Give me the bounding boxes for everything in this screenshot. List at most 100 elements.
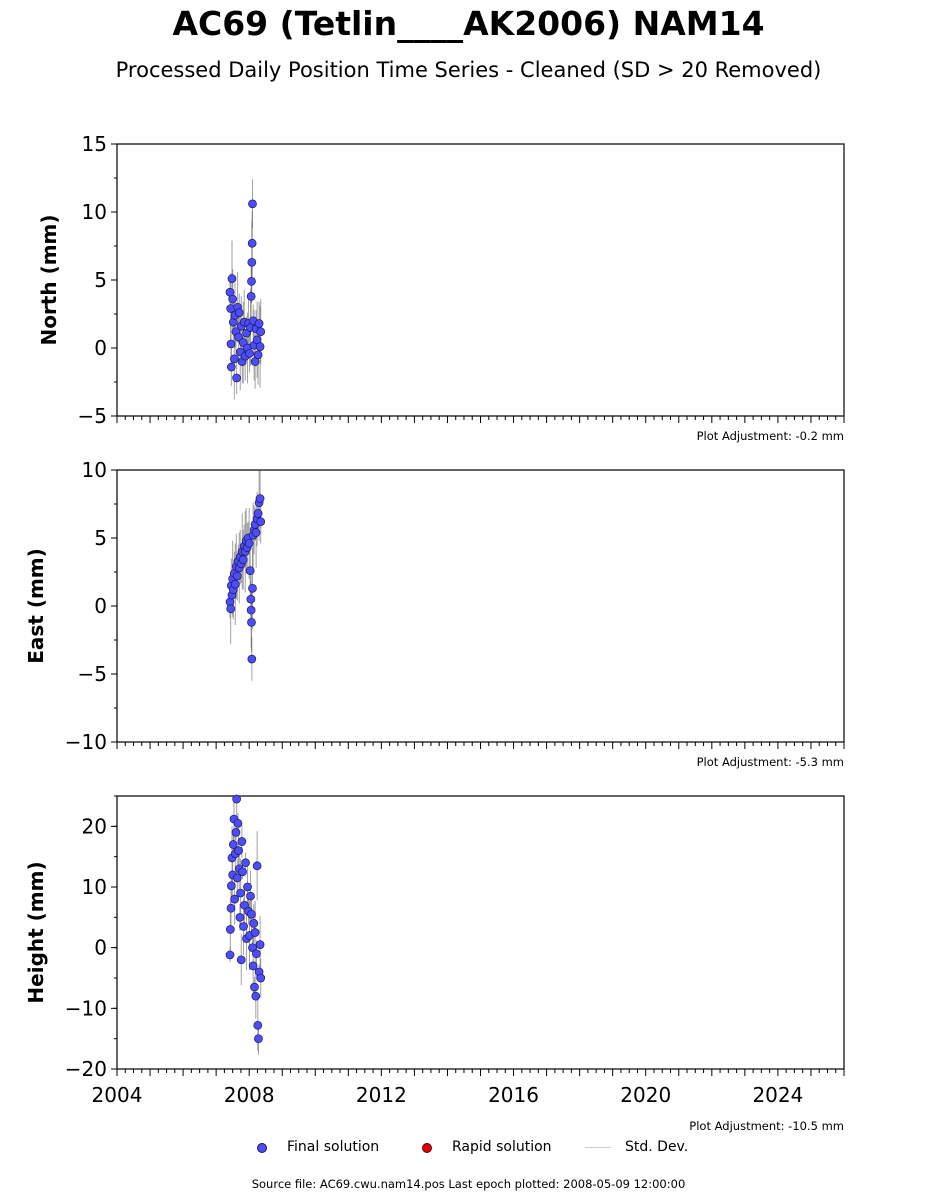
north-y-tick-label: 0 (94, 336, 107, 360)
north-data-point (232, 373, 241, 383)
east-data-point (230, 579, 240, 589)
height-x-tick-label: 2012 (356, 1083, 407, 1107)
height-x-tick-label: 2020 (620, 1083, 671, 1107)
height-data-point (235, 912, 245, 922)
height-data-point (250, 982, 259, 992)
height-data-point (236, 888, 245, 898)
height-x-tick-label: 2004 (92, 1083, 143, 1107)
north-data-point (245, 349, 254, 358)
north-data-point (228, 294, 238, 304)
north-data-point (247, 277, 256, 286)
height-data-point (254, 1034, 263, 1044)
height-axes-frame (116, 795, 845, 1070)
east-data-point (246, 594, 256, 604)
height-x-tick-label: 2024 (752, 1083, 803, 1107)
north-data-point (227, 274, 237, 283)
height-data-point (225, 925, 235, 934)
height-data-point (253, 1020, 263, 1030)
chart-subtitle: Processed Daily Position Time Series - C… (115, 58, 822, 82)
std-dev-line-icon (585, 1147, 611, 1148)
height-data-point (252, 949, 261, 959)
east-data-point (238, 555, 248, 565)
east-data-point (247, 654, 257, 664)
height-data-point (251, 991, 261, 1001)
legend-final-label: Final solution (287, 1139, 380, 1155)
height-data-point (256, 973, 266, 983)
height-data-point (230, 894, 239, 904)
height-data-point (234, 846, 243, 855)
east-data-point (226, 604, 236, 614)
north-data-point (226, 362, 236, 372)
height-y-tick-label: 10 (82, 875, 107, 899)
height-data-point (238, 867, 247, 877)
height-plot-adjustment: Plot Adjustment: -10.5 mm (689, 1119, 844, 1133)
east-data-point (232, 571, 242, 581)
height-data-point (246, 891, 255, 901)
east-y-tick-label: −10 (65, 730, 107, 754)
height-data-point (231, 828, 241, 837)
height-data-point (225, 950, 235, 960)
north-data-point (234, 308, 244, 317)
height-y-tick-label: 0 (94, 936, 107, 960)
source-footer: Source file: AC69.cwu.nam14.pos Last epo… (251, 1177, 686, 1191)
legend-stddev-label: Std. Dev. (625, 1139, 689, 1155)
height-data-point (255, 940, 265, 949)
height-data-point (232, 794, 241, 804)
height-y-axis-label: Height (mm) (24, 861, 48, 1003)
height-data-point (236, 955, 246, 965)
north-y-tick-label: 15 (82, 132, 107, 156)
east-data-point (253, 509, 263, 518)
north-data-point (226, 339, 236, 349)
east-axes-frame (116, 469, 845, 743)
height-data-point (240, 900, 249, 910)
east-y-axis-label: East (mm) (24, 548, 48, 664)
height-data-point (228, 840, 238, 849)
east-data-point (255, 494, 265, 503)
rapid-solution-marker-icon (422, 1143, 432, 1153)
east-data-point (251, 528, 261, 537)
east-y-tick-label: 5 (94, 526, 107, 550)
height-x-tick-label: 2016 (488, 1083, 539, 1107)
north-data-point (253, 350, 263, 360)
height-y-tick-label: 20 (82, 814, 107, 838)
final-solution-marker-icon (257, 1143, 267, 1153)
north-data-point (246, 291, 256, 301)
north-y-tick-label: 5 (94, 268, 107, 292)
height-data-point (249, 919, 259, 928)
east-data-point (244, 539, 254, 548)
north-data-point (247, 257, 257, 267)
height-data-point (247, 909, 256, 919)
height-y-tick-label: −10 (65, 996, 107, 1020)
height-data-point (226, 903, 236, 913)
north-y-tick-label: −5 (78, 404, 107, 428)
height-data-point (250, 928, 260, 937)
height-x-tick-label: 2008 (224, 1083, 275, 1107)
chart-title: AC69 (Tetlin____AK2006) NAM14 (172, 4, 765, 43)
east-y-tick-label: 0 (94, 594, 107, 618)
height-data-point (239, 922, 248, 931)
height-data-point (248, 943, 257, 953)
north-data-point (255, 342, 265, 351)
north-data-point (254, 319, 264, 328)
east-data-point (245, 566, 255, 575)
north-data-point (256, 327, 266, 337)
height-data-point (252, 861, 262, 871)
north-data-point (247, 238, 257, 248)
north-axes-frame (116, 143, 845, 417)
height-data-point (226, 881, 236, 891)
east-data-point (256, 517, 266, 527)
east-data-point (248, 583, 257, 593)
height-data-point (233, 818, 243, 828)
east-y-tick-label: 10 (82, 458, 107, 482)
east-data-point (247, 617, 256, 627)
legend-rapid-label: Rapid solution (452, 1139, 552, 1155)
height-data-point (241, 858, 250, 868)
height-data-point (237, 837, 247, 846)
height-data-point (243, 882, 252, 892)
north-plot-adjustment: Plot Adjustment: -0.2 mm (697, 429, 844, 443)
legend: Final solution Rapid solution Std. Dev. (0, 1137, 937, 1159)
east-y-tick-label: −5 (78, 662, 107, 686)
north-y-axis-label: North (mm) (37, 214, 61, 345)
height-data-point (232, 873, 242, 883)
